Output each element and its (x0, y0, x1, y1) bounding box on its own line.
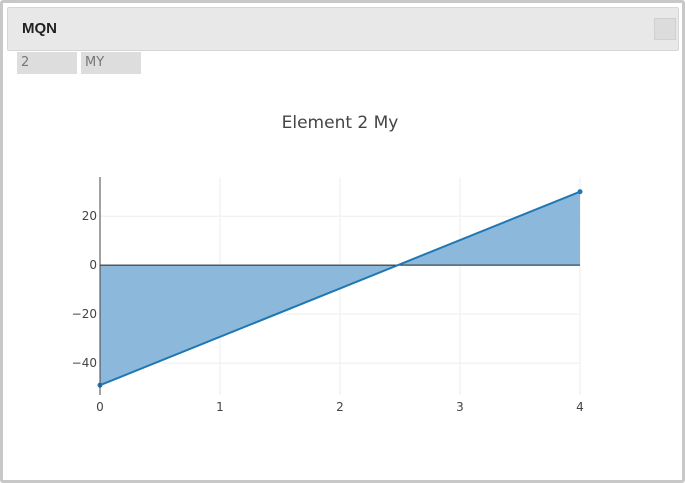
window-header: MQN (7, 7, 679, 51)
x-tick-label: 4 (576, 400, 584, 414)
y-tick-label: 0 (89, 258, 97, 272)
y-tick-label: −20 (72, 307, 97, 321)
window-control-button[interactable] (654, 18, 676, 40)
element-number-input[interactable] (17, 52, 77, 74)
y-tick-label: −40 (72, 356, 97, 370)
x-tick-label: 0 (96, 400, 104, 414)
x-tick-label: 1 (216, 400, 224, 414)
x-tick-label: 2 (336, 400, 344, 414)
y-tick-label: 20 (82, 209, 97, 223)
chart-title: Element 2 My (282, 113, 399, 133)
x-tick-label: 3 (456, 400, 464, 414)
axis-layer: 0 1 2 3 4 −40 −20 0 20 (72, 177, 584, 414)
plot-area (97, 189, 583, 388)
element-code-input[interactable] (81, 52, 141, 74)
data-point (577, 189, 583, 195)
series-line (99, 190, 581, 387)
app-title: MQN (22, 20, 57, 37)
